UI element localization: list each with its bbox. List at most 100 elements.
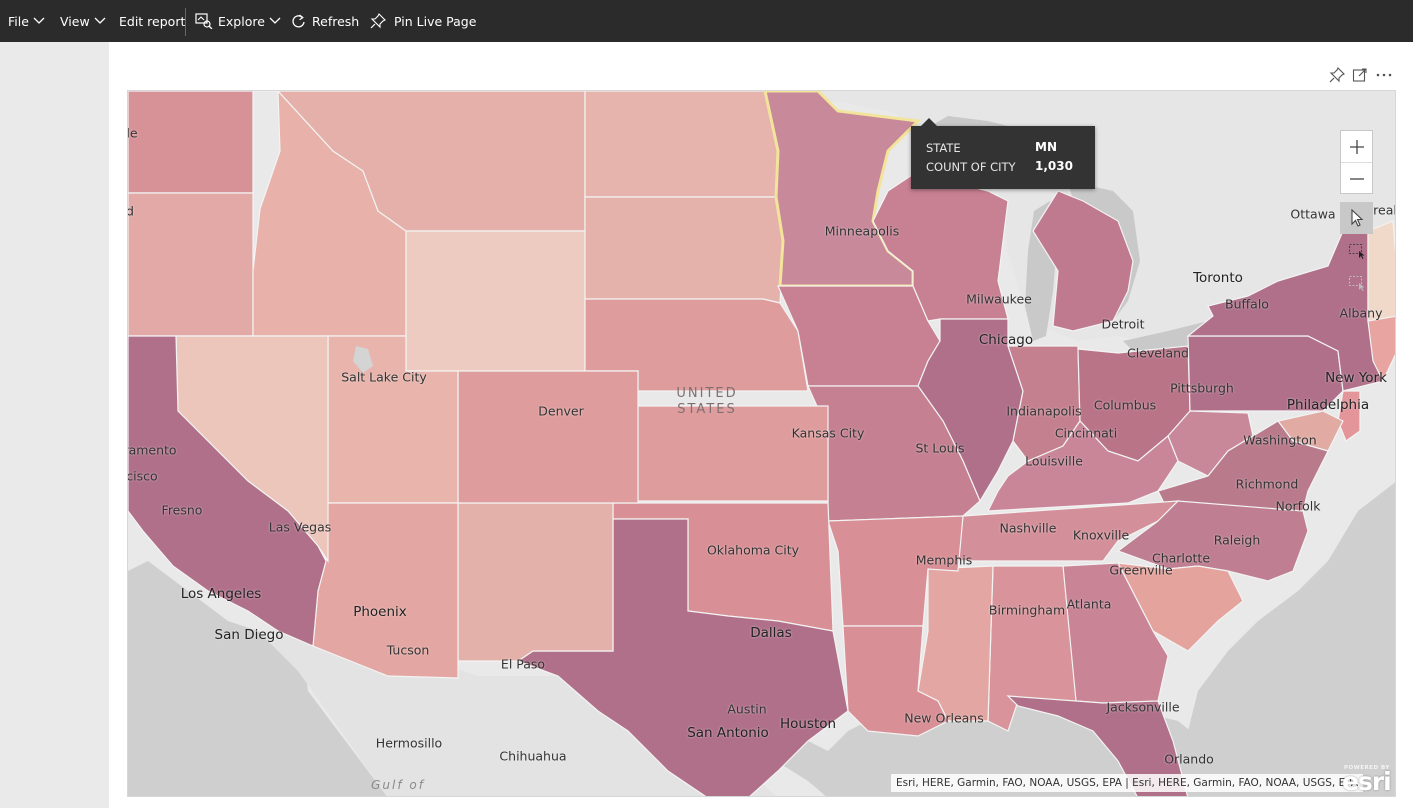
chevron-down-icon <box>33 17 45 24</box>
city-label-partial-real: real <box>1373 202 1396 218</box>
city-label-memphis: Memphis <box>915 552 973 568</box>
state-WA <box>128 91 254 194</box>
state-NJ <box>1337 390 1361 442</box>
state-MI <box>1032 190 1134 332</box>
city-label-hermosillo: Hermosillo <box>375 735 443 751</box>
lasso-select-icon <box>1348 275 1364 291</box>
map-tooltip: STATE MN COUNT OF CITY 1,030 <box>911 118 1095 189</box>
city-label-birmingham: Birmingham <box>988 602 1066 618</box>
city-label-atlanta: Atlanta <box>1066 596 1112 612</box>
refresh-label: Refresh <box>312 13 360 29</box>
file-menu[interactable]: File <box>8 0 45 42</box>
city-label-charlotte: Charlotte <box>1151 550 1211 566</box>
explore-icon <box>195 13 213 29</box>
city-label-cincinnati: Cincinnati <box>1054 425 1118 441</box>
city-label-kansas-city: Kansas City <box>791 425 865 441</box>
chevron-down-icon <box>269 17 281 24</box>
city-label-denver: Denver <box>538 403 584 419</box>
city-label-raleigh: Raleigh <box>1213 532 1261 548</box>
city-label-san-francisco-partial: cisco <box>127 468 158 484</box>
city-label-orlando: Orlando <box>1164 751 1214 767</box>
zoom-in-button[interactable] <box>1341 131 1372 162</box>
city-label-los-angeles: Los Angeles <box>180 586 262 602</box>
tooltip-state-label: STATE <box>926 141 961 155</box>
city-label-austin: Austin <box>727 701 767 717</box>
state-MA-CT <box>1367 315 1395 383</box>
state-AR <box>827 515 964 627</box>
city-label-knoxville: Knoxville <box>1072 527 1130 543</box>
city-label-salt-lake-city: Salt Lake City <box>341 369 427 385</box>
city-label-sacramento-partial: ramento <box>127 442 177 458</box>
city-label-pittsburgh: Pittsburgh <box>1170 380 1234 396</box>
refresh-icon <box>292 14 305 27</box>
view-menu-label: View <box>60 13 90 29</box>
city-label-buffalo: Buffalo <box>1225 296 1269 312</box>
city-label-houston: Houston <box>779 716 837 732</box>
edit-report-label: Edit report <box>119 13 186 29</box>
more-options-icon[interactable] <box>1376 72 1392 78</box>
city-label-milwaukee: Milwaukee <box>966 291 1032 307</box>
city-label-el-paso: El Paso <box>500 656 546 672</box>
city-label-chicago: Chicago <box>978 332 1034 348</box>
city-label-minneapolis: Minneapolis <box>824 223 900 239</box>
city-label-new-york: New York <box>1325 370 1387 386</box>
focus-mode-icon[interactable] <box>1352 67 1368 83</box>
state-WY <box>405 230 586 372</box>
city-label-oklahoma-city: Oklahoma City <box>706 542 800 558</box>
esri-powered-by: POWERED BY <box>1344 765 1390 771</box>
map-basemap <box>128 91 1395 796</box>
filled-map-visual[interactable]: Minneapolis Milwaukee Chicago Detroit Cl… <box>127 90 1396 797</box>
visual-header <box>1328 64 1392 86</box>
state-CO <box>457 370 639 504</box>
country-label-line-2: STATES <box>677 402 737 417</box>
city-label-norfolk: Norfolk <box>1275 498 1321 514</box>
tooltip-count-value: 1,030 <box>1035 159 1073 173</box>
lasso-select-button[interactable] <box>1340 266 1373 298</box>
explore-menu[interactable]: Explore <box>195 0 281 42</box>
city-label-san-antonio: San Antonio <box>687 725 769 741</box>
state-NM <box>457 502 614 662</box>
city-label-partial-le: le <box>127 125 138 141</box>
esri-logo: POWERED BY esri <box>1340 763 1392 796</box>
rectangle-select-icon <box>1348 243 1364 259</box>
city-label-fresno: Fresno <box>161 502 203 518</box>
select-pointer-button[interactable] <box>1340 202 1373 234</box>
pin-live-page-button[interactable]: Pin Live Page <box>370 0 476 42</box>
esri-wordmark: esri <box>1342 767 1392 796</box>
state-OR <box>128 192 254 337</box>
city-label-toronto: Toronto <box>1193 270 1243 286</box>
zoom-out-button[interactable] <box>1341 162 1372 194</box>
great-salt-lake <box>353 346 373 373</box>
lake-erie <box>1123 321 1218 356</box>
top-toolbar: File View Edit report Explore Refresh Pi… <box>0 0 1413 42</box>
state-AZ <box>312 502 459 679</box>
pin-icon <box>370 13 386 29</box>
city-label-greenville: Greenville <box>1109 562 1173 578</box>
city-label-cleveland: Cleveland <box>1127 345 1189 361</box>
city-label-dallas: Dallas <box>750 625 792 641</box>
refresh-button[interactable]: Refresh <box>291 0 359 42</box>
city-label-new-orleans: New Orleans <box>904 710 984 726</box>
zoom-controls <box>1340 130 1373 194</box>
gulf-label: Gulf of <box>371 778 425 792</box>
edit-report-button[interactable]: Edit report <box>119 0 185 42</box>
atlantic-ocean <box>1188 482 1395 796</box>
map-attribution: Esri, HERE, Garmin, FAO, NOAA, USGS, EPA… <box>891 774 1364 792</box>
state-CA <box>128 335 327 647</box>
minus-icon <box>1349 177 1364 180</box>
city-label-chihuahua: Chihuahua <box>499 748 567 764</box>
city-label-san-diego: San Diego <box>214 627 284 643</box>
pin-icon[interactable] <box>1328 66 1346 84</box>
plus-icon <box>1349 139 1364 154</box>
rectangle-select-button[interactable] <box>1340 234 1373 266</box>
state-KY <box>987 420 1179 512</box>
city-label-washington: Washington <box>1243 432 1317 448</box>
toolbar-divider <box>185 8 186 36</box>
city-label-philadelphia: Philadelphia <box>1286 397 1370 413</box>
city-label-ottawa: Ottawa <box>1290 206 1336 222</box>
country-label-line-1: UNITED <box>676 386 738 401</box>
view-menu[interactable]: View <box>60 0 106 42</box>
state-FL <box>1006 695 1189 796</box>
tooltip-state-value: MN <box>1035 140 1057 154</box>
state-LA <box>842 625 949 737</box>
